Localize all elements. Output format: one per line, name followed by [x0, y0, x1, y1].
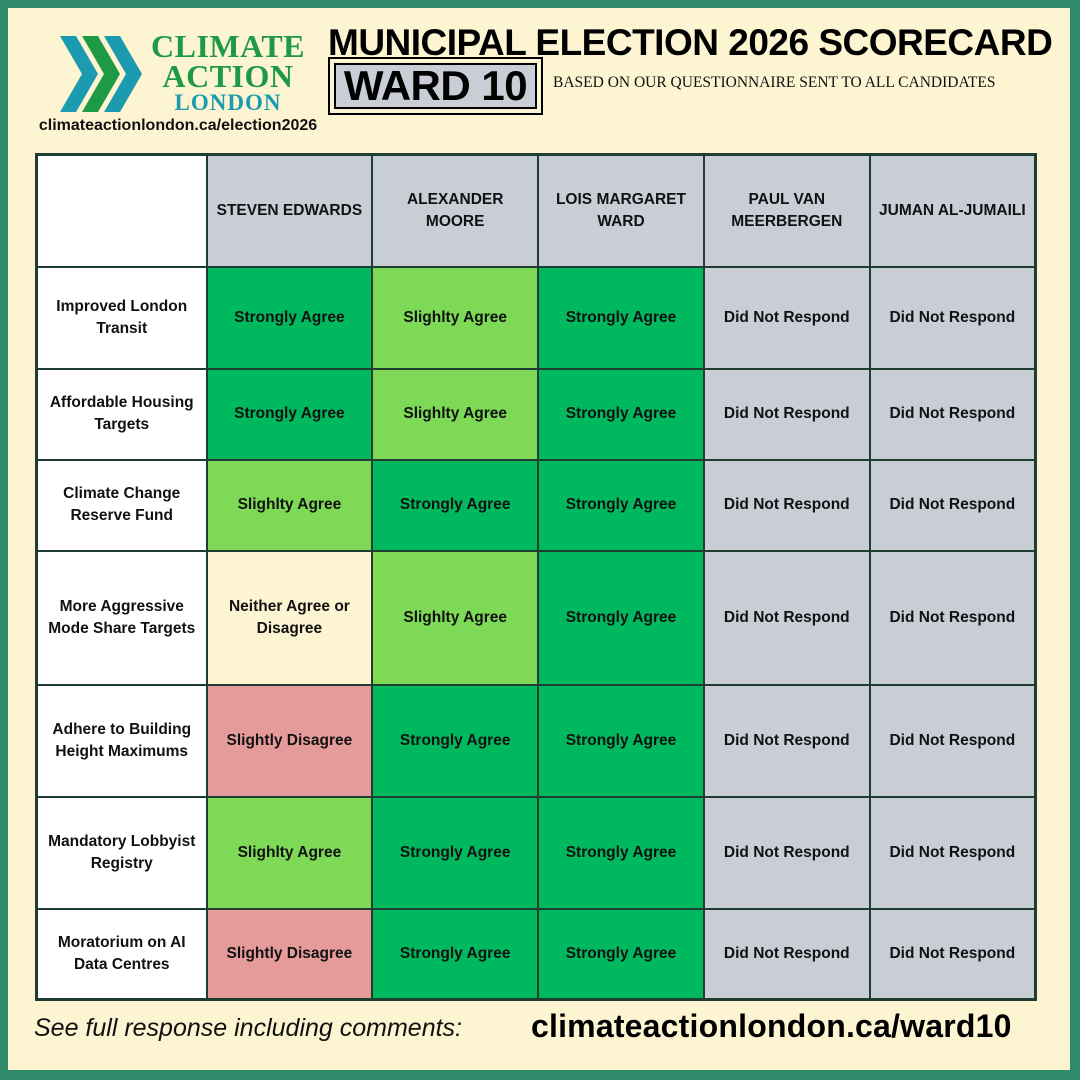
response-cell: Slighlty Agree — [371, 549, 540, 686]
election-website-link[interactable]: climateactionlondon.ca/election2026 — [38, 117, 318, 134]
table-row: Improved London Transit Strongly Agree Sli… — [35, 265, 1037, 370]
response-cell: Did Not Respond — [868, 683, 1037, 798]
scorecard-table: STEVEN EDWARDS ALEXANDER MOORE LOIS MARGAR… — [35, 153, 1037, 1001]
response-cell: Did Not Respond — [702, 265, 871, 370]
response-cell: Did Not Respond — [702, 907, 871, 1001]
response-cell: Slighlty Agree — [371, 367, 540, 461]
logo-wordmark: CLIMATE ACTION LONDON — [138, 30, 318, 114]
response-cell: Slightly Disagree — [205, 683, 374, 798]
response-cell: Strongly Agree — [537, 683, 705, 798]
ward-results-link[interactable]: climateactionlondon.ca/ward10 — [531, 1008, 1012, 1044]
table-header-row: STEVEN EDWARDS ALEXANDER MOORE LOIS MARGAR… — [35, 153, 1037, 268]
logo-line-1: CLIMATE — [150, 28, 306, 64]
ward-badge: WARD 10 — [328, 57, 543, 115]
question-label: Mandatory Lobbyist Registry — [35, 795, 208, 910]
response-cell: Strongly Agree — [371, 683, 540, 798]
response-cell: Strongly Agree — [537, 265, 705, 370]
page-title: MUNICIPAL ELECTION 2026 SCORECARD — [328, 22, 1053, 63]
response-cell: Strongly Agree — [371, 458, 540, 552]
table-row: Adhere to Building Height Maximums Slight… — [35, 683, 1037, 798]
response-cell: Slightly Disagree — [205, 907, 374, 1001]
candidate-header: STEVEN EDWARDS — [205, 153, 374, 268]
response-cell: Slighlty Agree — [205, 458, 374, 552]
chevrons-right-icon — [60, 36, 142, 112]
response-cell: Strongly Agree — [371, 907, 540, 1001]
logo-line-2: ACTION — [162, 58, 294, 94]
response-cell: Strongly Agree — [205, 367, 374, 461]
response-cell: Strongly Agree — [537, 795, 705, 910]
footer: See full response including comments: cl… — [34, 1008, 1064, 1048]
table-row: Mandatory Lobbyist Registry Slighlty Agre… — [35, 795, 1037, 910]
response-cell: Strongly Agree — [537, 367, 705, 461]
question-label: Affordable Housing Targets — [35, 367, 208, 461]
response-cell: Did Not Respond — [702, 367, 871, 461]
question-label: Adhere to Building Height Maximums — [35, 683, 208, 798]
response-cell: Neither Agree or Disagree — [205, 549, 374, 686]
scorecard: CLIMATE ACTION LONDON climateactionlondo… — [8, 8, 1070, 1070]
page-subtitle: BASED ON OUR QUESTIONNAIRE SENT TO ALL C… — [553, 74, 996, 91]
response-cell: Did Not Respond — [702, 549, 871, 686]
response-cell: Did Not Respond — [868, 907, 1037, 1001]
ward-label: WARD 10 — [334, 62, 537, 109]
response-cell: Strongly Agree — [537, 549, 705, 686]
climate-action-london-logo: CLIMATE ACTION LONDON — [60, 30, 320, 114]
response-cell: Did Not Respond — [868, 458, 1037, 552]
question-label: Moratorium on AI Data Centres — [35, 907, 208, 1001]
logo-line-3: LONDON — [174, 90, 282, 115]
response-cell: Did Not Respond — [702, 458, 871, 552]
candidate-header: JUMAN AL-JUMAILI — [868, 153, 1037, 268]
footer-note: See full response including comments: — [34, 1014, 463, 1042]
response-cell: Strongly Agree — [537, 458, 705, 552]
response-cell: Slighlty Agree — [205, 795, 374, 910]
table-row: Affordable Housing Targets Strongly Agree… — [35, 367, 1037, 461]
response-cell: Did Not Respond — [702, 683, 871, 798]
table-body: Improved London Transit Strongly Agree Sli… — [35, 265, 1037, 1001]
response-cell: Did Not Respond — [702, 795, 871, 910]
candidate-header: PAUL VAN MEERBERGEN — [702, 153, 871, 268]
response-cell: Strongly Agree — [371, 795, 540, 910]
table-row: More Aggressive Mode Share Targets Neithe… — [35, 549, 1037, 686]
response-cell: Did Not Respond — [868, 549, 1037, 686]
response-cell: Strongly Agree — [537, 907, 705, 1001]
question-label: Improved London Transit — [35, 265, 208, 370]
candidate-header: ALEXANDER MOORE — [371, 153, 540, 268]
response-cell: Did Not Respond — [868, 367, 1037, 461]
table-row: Climate Change Reserve Fund Slighlty Agre… — [35, 458, 1037, 552]
question-label: Climate Change Reserve Fund — [35, 458, 208, 552]
corner-cell — [35, 153, 208, 268]
table-row: Moratorium on AI Data Centres Slightly Di… — [35, 907, 1037, 1001]
response-cell: Slighlty Agree — [371, 265, 540, 370]
question-label: More Aggressive Mode Share Targets — [35, 549, 208, 686]
response-cell: Did Not Respond — [868, 795, 1037, 910]
response-cell: Strongly Agree — [205, 265, 374, 370]
candidate-header: LOIS MARGARET WARD — [537, 153, 705, 268]
response-cell: Did Not Respond — [868, 265, 1037, 370]
